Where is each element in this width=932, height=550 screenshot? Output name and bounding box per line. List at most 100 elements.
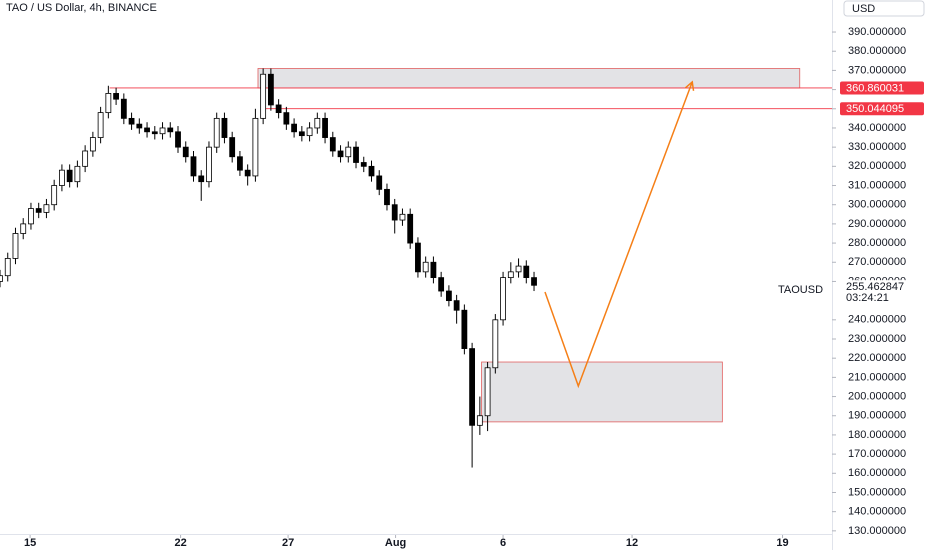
- candle-body: [476, 415, 483, 426]
- candle-body: [422, 261, 429, 273]
- projection-arrowhead: [684, 80, 695, 91]
- candle-body: [391, 204, 398, 221]
- candle-body: [267, 73, 274, 106]
- y-tick-label: 390.000000: [848, 26, 906, 38]
- candle-body: [415, 242, 421, 273]
- candle-body: [28, 208, 34, 225]
- candle-body: [515, 265, 522, 273]
- candle-body: [291, 123, 298, 133]
- candle-body: [167, 127, 174, 133]
- y-tick-label: 190.000000: [848, 410, 906, 422]
- candle-body: [59, 169, 65, 186]
- x-tick-label: 15: [24, 537, 36, 549]
- y-tick-label: 380.000000: [848, 45, 906, 57]
- y-tick-label: 300.000000: [848, 199, 906, 211]
- candle-body: [329, 137, 336, 152]
- y-tick-label: 220.000000: [848, 352, 906, 364]
- candle-body: [20, 223, 27, 234]
- level-label-box: [840, 102, 924, 116]
- x-tick-label: 27: [282, 537, 294, 549]
- y-tick-label: 330.000000: [848, 141, 906, 153]
- y-tick-label: 200.000000: [848, 390, 906, 402]
- countdown: 03:24:21: [846, 292, 889, 304]
- candle-body: [4, 258, 11, 277]
- level-label-box: [840, 81, 924, 95]
- candle-body: [0, 275, 3, 282]
- y-tick-label: 340.000000: [848, 122, 906, 134]
- candle-body: [128, 117, 135, 125]
- chart-title: TAO / US Dollar, 4h, BINANCE: [6, 2, 157, 14]
- x-tick-label: 6: [500, 537, 506, 549]
- x-tick-label: 12: [626, 537, 638, 549]
- candle-body: [507, 271, 514, 279]
- candle-body: [445, 290, 452, 302]
- x-tick-label: 22: [174, 537, 186, 549]
- candle-body: [12, 233, 19, 259]
- candle-body: [105, 93, 112, 114]
- candle-body: [531, 277, 537, 286]
- candle-body: [337, 150, 344, 158]
- candle-body: [43, 204, 50, 213]
- candle-body: [384, 188, 390, 206]
- candle-body: [120, 98, 127, 119]
- candle-body: [523, 265, 530, 279]
- y-tick-label: 310.000000: [848, 179, 906, 191]
- x-tick-label: 19: [776, 537, 788, 549]
- y-tick-label: 140.000000: [848, 506, 906, 518]
- candle-body: [97, 112, 104, 138]
- candle-body: [322, 117, 328, 138]
- candle-body: [66, 169, 73, 183]
- last-price: 255.462847: [846, 281, 904, 293]
- candle-body: [461, 309, 468, 349]
- y-tick-label: 240.000000: [848, 314, 906, 326]
- symbol-label: TAOUSD: [778, 284, 823, 296]
- candle-body: [136, 123, 143, 129]
- y-tick-label: 370.000000: [848, 64, 906, 76]
- candle-body: [51, 185, 58, 206]
- y-tick-label: 280.000000: [848, 237, 906, 249]
- candle-body: [453, 300, 460, 311]
- candle-body: [113, 93, 119, 100]
- candle-body: [283, 112, 290, 125]
- y-tick-label: 160.000000: [848, 467, 906, 479]
- candle-body: [492, 319, 499, 369]
- candle-body: [35, 208, 42, 213]
- candle-body: [82, 150, 89, 167]
- candle-body: [407, 213, 414, 244]
- last-price-box: [840, 280, 924, 307]
- level-label: 360.860031: [846, 82, 904, 94]
- candle-body: [353, 146, 359, 163]
- x-tick-label: Aug: [385, 537, 406, 549]
- candle-body: [484, 367, 491, 417]
- projection-path: [544, 81, 693, 389]
- candle-body: [159, 127, 166, 135]
- level-label: 350.044095: [846, 103, 904, 115]
- candle-body: [438, 277, 445, 292]
- candle-body: [244, 169, 251, 177]
- candle-body: [345, 146, 352, 158]
- candle-body: [229, 137, 236, 158]
- candle-body: [500, 277, 506, 321]
- candle-body: [213, 117, 220, 148]
- candle-body: [206, 146, 212, 183]
- candle-body: [89, 137, 96, 152]
- candle-body: [74, 165, 81, 183]
- y-tick-label: 180.000000: [848, 429, 906, 441]
- candle-body: [190, 156, 197, 177]
- candle-body: [221, 117, 228, 138]
- candle-body: [298, 131, 305, 137]
- candle-body: [275, 104, 282, 114]
- candle-body: [198, 175, 205, 183]
- candle-body: [469, 348, 476, 426]
- currency-box[interactable]: [843, 0, 925, 17]
- candle-body: [360, 162, 367, 167]
- candle-body: [151, 131, 158, 135]
- y-tick-label: 230.000000: [848, 333, 906, 345]
- y-tick-label: 290.000000: [848, 218, 906, 230]
- candle-body: [252, 117, 259, 177]
- candle-body: [237, 156, 243, 171]
- candle-body: [182, 146, 189, 158]
- candle-body: [175, 131, 181, 148]
